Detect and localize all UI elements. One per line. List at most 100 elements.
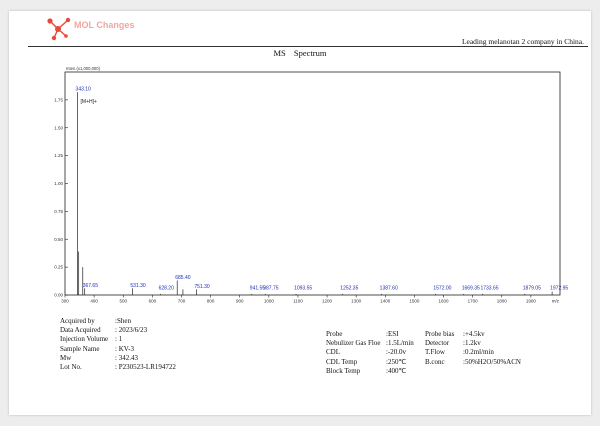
peak-label: 367.65 — [83, 283, 99, 289]
condition-value: :400℃ — [386, 366, 407, 375]
x-tick-label: 400 — [90, 299, 98, 304]
condition-value: :1.2kv — [463, 339, 481, 348]
sample-info-row: Injection Volume : 1 — [60, 335, 122, 343]
brand-logo: MOL Changes — [44, 15, 174, 43]
condition-label: Probe bias — [425, 330, 455, 338]
peak-label: 941.55 — [250, 286, 266, 292]
x-tick-label: 1800 — [497, 299, 508, 304]
sample-info-value: : 2023/6/23 — [115, 326, 148, 335]
condition-row: Block Temp :400℃ — [326, 367, 406, 375]
condition-value: :1.5L/min — [386, 339, 414, 348]
x-tick-label: 300 — [61, 299, 69, 304]
plot-frame — [64, 71, 561, 296]
x-tick-label: 1500 — [409, 299, 420, 304]
sample-info-row: Sample Name : KV-3 — [60, 345, 134, 353]
x-tick-label: 1700 — [468, 299, 479, 304]
condition-row: Nebulizer Gas Floe :1.5L/min — [326, 339, 414, 347]
x-tick-label: 500 — [119, 299, 127, 304]
peak-label: 628.20 — [159, 286, 175, 292]
y-tick-label: 0.50 — [54, 237, 63, 242]
molecule-icon — [47, 17, 71, 41]
peak-label: 987.75 — [263, 286, 279, 292]
y-axis-label: Inten.(x1,000,000) — [66, 66, 101, 71]
sample-info-value: :Shen — [115, 317, 131, 325]
x-tick-label: 700 — [178, 299, 186, 304]
sample-info-value: : KV-3 — [115, 344, 134, 353]
condition-value: :50%H2O/50%ACN — [463, 357, 521, 366]
x-tick-label: 600 — [149, 299, 157, 304]
condition-label: CDL — [326, 348, 340, 357]
x-tick-label: 1600 — [439, 299, 450, 304]
x-tick-label: 900 — [236, 299, 244, 304]
peak-label: 751.30 — [194, 284, 210, 290]
condition-label: Nebulizer Gas Floe — [326, 339, 381, 348]
y-tick-label: 1.25 — [54, 153, 63, 158]
spectrum-title-ms: MS — [273, 48, 286, 58]
sample-info-row: Mw : 342.43 — [60, 354, 138, 362]
x-tick-label: 800 — [207, 299, 215, 304]
condition-row: Detector :1.2kv — [425, 339, 481, 347]
y-tick-label: 1.00 — [54, 181, 63, 186]
y-tick-label: 0.00 — [54, 293, 63, 298]
peak-label: 1093.55 — [294, 286, 312, 292]
condition-row: Probe bias :+4.5kv — [425, 330, 485, 338]
sample-info-value: : P230523-LR194722 — [115, 363, 176, 371]
report-sheet — [9, 11, 591, 415]
sample-info-row: Data Acquired : 2023/6/23 — [60, 326, 147, 334]
sample-info-label: Sample Name — [60, 344, 100, 353]
condition-label: Block Temp — [326, 366, 361, 375]
x-tick-label: 1900 — [526, 299, 537, 304]
peak-label: 343.10 — [76, 87, 92, 93]
peak-label: 1669.35 — [462, 286, 480, 292]
brand-name: MOL Changes — [74, 20, 135, 30]
condition-value: :250℃ — [386, 357, 407, 366]
condition-value: :+4.5kv — [463, 330, 485, 338]
header-rule — [28, 46, 588, 47]
peak-label: 1972.95 — [550, 286, 568, 292]
condition-value: :ESI — [386, 330, 399, 338]
condition-label: T.Flow — [425, 348, 445, 357]
y-tick-label: 0.75 — [54, 209, 63, 214]
condition-row: CDL :-20.0v — [326, 348, 406, 356]
condition-label: B.conc — [425, 357, 445, 366]
sample-info-label: Injection Volume — [60, 335, 109, 344]
y-tick-label: 1.75 — [54, 97, 63, 102]
peak-annotation: [M+H]+ — [81, 99, 97, 105]
x-tick-label: 1300 — [351, 299, 362, 304]
sample-info-row: Lot No. : P230523-LR194722 — [60, 363, 176, 371]
peak-label: 531.30 — [130, 283, 146, 289]
spectrum-title-word: Spectrum — [293, 48, 327, 58]
condition-row: CDL Temp :250℃ — [326, 358, 406, 366]
peak-label: 1879.05 — [523, 286, 541, 292]
sample-info-value: : 342.43 — [115, 353, 138, 362]
peak-label: 1252.35 — [340, 286, 358, 292]
spectrum-title: MS Spectrum — [0, 48, 600, 58]
peak-label: 1572.00 — [433, 286, 451, 292]
y-tick-label: 0.25 — [54, 265, 63, 270]
condition-label: CDL Temp — [326, 357, 358, 366]
condition-value: :0.2ml/min — [463, 348, 494, 357]
company-tagline: Leading melanotan 2 company in China. — [461, 37, 584, 46]
condition-label: Detector — [425, 339, 450, 348]
condition-row: B.conc :50%H2O/50%ACN — [425, 358, 521, 366]
peak-label: 685.40 — [175, 275, 191, 281]
x-tick-label: 1000 — [264, 299, 275, 304]
condition-row: T.Flow :0.2ml/min — [425, 348, 494, 356]
y-tick-label: 1.50 — [54, 125, 63, 130]
sample-info-label: Acquired by — [60, 317, 95, 325]
x-tick-label: 1200 — [322, 299, 333, 304]
x-tick-label: 1100 — [293, 299, 303, 304]
sample-info-row: Acquired by :Shen — [60, 317, 131, 325]
sample-info-value: : 1 — [115, 335, 123, 344]
peak-label: 1733.65 — [480, 286, 498, 292]
sample-info-label: Lot No. — [60, 363, 82, 371]
sample-info-label: Data Acquired — [60, 326, 101, 335]
condition-label: Probe — [326, 330, 343, 338]
x-axis-unit: m/z — [552, 299, 560, 304]
sample-info-label: Mw — [60, 353, 72, 362]
peak-label: 1387.60 — [380, 286, 398, 292]
x-tick-label: 1400 — [380, 299, 391, 304]
condition-row: Probe :ESI — [326, 330, 398, 338]
condition-value: :-20.0v — [386, 348, 407, 357]
